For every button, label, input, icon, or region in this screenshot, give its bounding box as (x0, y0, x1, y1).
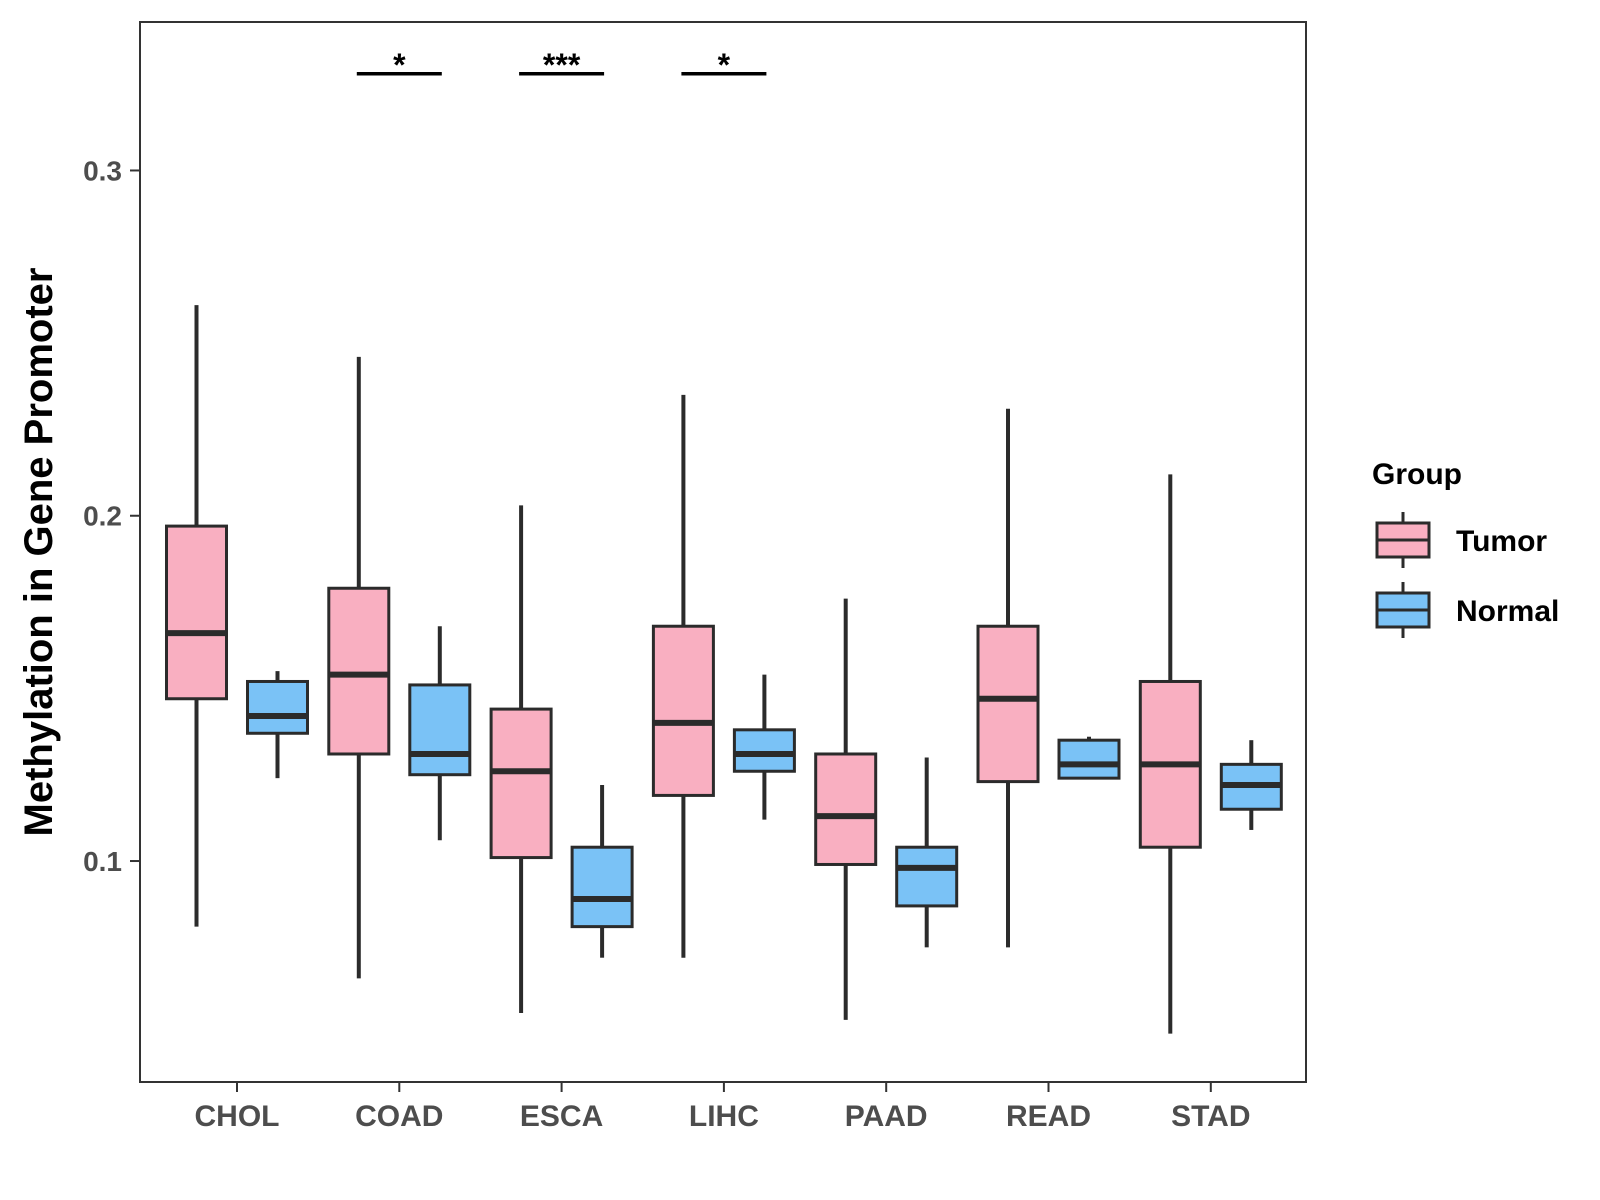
x-axis: CHOL COAD ESCA LIHC PAAD READ STAD (195, 1082, 1251, 1133)
box-tumor-chol (165, 524, 228, 701)
y-axis: 0.1 0.2 0.3 (83, 155, 140, 877)
legend-label-normal: Normal (1456, 595, 1559, 628)
box-tumor-esca (489, 707, 553, 860)
legend-title: Group (1372, 458, 1462, 491)
box-normal-esca (570, 845, 634, 929)
box-tumor-read (976, 624, 1040, 784)
x-tick-label-coad: COAD (355, 1100, 443, 1133)
boxes-layer (165, 305, 1283, 1034)
box-normal-chol (246, 679, 309, 735)
x-tick-label-esca: ESCA (520, 1100, 603, 1133)
box-tumor-coad (327, 586, 391, 756)
significance-label-lihc: * (718, 47, 731, 83)
significance-layer: * *** * (356, 47, 767, 83)
x-tick-label-paad: PAAD (845, 1100, 928, 1133)
box-normal-read (1057, 738, 1121, 780)
box-normal-paad (895, 845, 959, 908)
legend: Group Tumor Normal (1372, 458, 1559, 638)
box-tumor-lihc (651, 624, 715, 797)
significance-label-coad: * (393, 47, 406, 83)
y-tick-label-0: 0.1 (83, 846, 122, 877)
significance-label-esca: *** (543, 47, 581, 83)
box-normal-coad (408, 683, 472, 777)
x-tick-label-read: READ (1006, 1100, 1091, 1133)
box-tumor-paad (814, 752, 878, 866)
x-tick-label-lihc: LIHC (689, 1100, 759, 1133)
x-tick-label-stad: STAD (1171, 1100, 1250, 1133)
legend-label-tumor: Tumor (1456, 525, 1547, 558)
x-tick-label-chol: CHOL (195, 1100, 280, 1133)
box-normal-lihc (732, 728, 796, 773)
y-tick-label-1: 0.2 (83, 501, 122, 532)
y-tick-label-2: 0.3 (83, 155, 122, 186)
y-axis-title: Methylation in Gene Promoter (17, 268, 61, 837)
